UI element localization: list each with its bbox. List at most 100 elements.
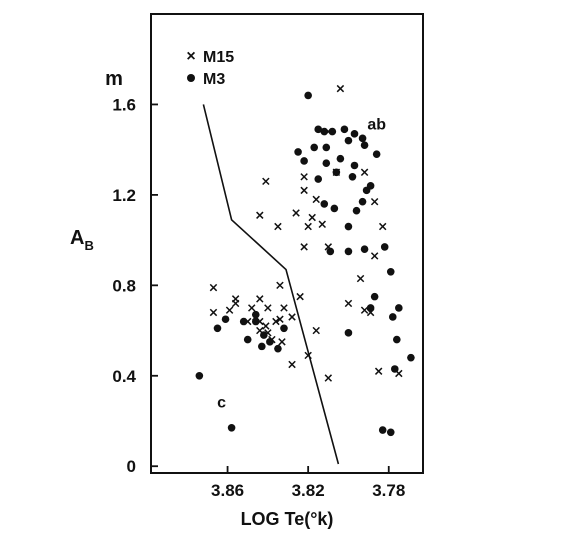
m3-point <box>344 329 353 337</box>
m3-point <box>344 222 353 231</box>
m3-point <box>294 148 302 156</box>
m15-point <box>344 299 353 308</box>
m3-point <box>314 125 323 134</box>
m15-point <box>262 322 270 330</box>
m15-point <box>288 360 296 369</box>
m3-point <box>366 304 375 312</box>
m3-point <box>239 317 248 326</box>
m3-point <box>378 426 387 434</box>
m3-point <box>322 143 331 152</box>
m15-point <box>264 304 272 312</box>
m15-point <box>292 209 300 217</box>
boundary-line <box>202 104 340 465</box>
m3-point <box>370 292 379 301</box>
m3-point <box>358 197 367 206</box>
m3-point <box>393 335 401 344</box>
m3-point <box>258 342 266 351</box>
legend-label-m3: M3 <box>203 71 225 88</box>
m15-point <box>278 338 286 346</box>
m15-point <box>225 306 234 314</box>
m3-point <box>352 206 361 215</box>
m3-point <box>260 331 268 339</box>
m3-point <box>320 200 329 208</box>
m15-point <box>318 220 326 229</box>
m3-point <box>251 310 260 319</box>
m15-point <box>276 315 284 323</box>
m15-point <box>370 252 379 260</box>
m3-point <box>274 344 282 353</box>
x-tick-label: 3.82 <box>292 481 325 500</box>
m15-point <box>272 317 280 326</box>
legend: × M15 M3 <box>186 48 234 88</box>
m3-point <box>326 247 335 256</box>
m15-point <box>248 304 256 312</box>
m3-point <box>395 304 403 312</box>
m3-point <box>266 338 274 346</box>
m3-point <box>344 136 353 145</box>
m15-point <box>262 177 270 186</box>
x-tick-label: 3.86 <box>211 481 244 500</box>
legend-marker-m3 <box>187 74 195 82</box>
m3-point <box>221 315 230 324</box>
y-axis-unit: m <box>105 68 123 90</box>
m3-point <box>350 130 359 138</box>
y-tick-label: 0.8 <box>112 276 136 295</box>
legend-marker-m15: × <box>186 48 195 65</box>
m15-point <box>304 222 312 231</box>
plot-frame <box>150 13 424 474</box>
m15-point <box>304 351 312 360</box>
m3-point <box>330 204 339 213</box>
x-tick-label: 3.78 <box>372 481 405 500</box>
m3-point <box>407 353 415 362</box>
m3-point <box>195 371 204 380</box>
annotation-ab: ab <box>367 116 386 133</box>
m3-point <box>322 159 331 168</box>
m3-point <box>227 423 236 432</box>
m15-point <box>378 222 387 231</box>
annotation-c: c <box>217 394 226 411</box>
m3-point <box>348 172 357 181</box>
m3-point <box>390 365 399 373</box>
m3-point <box>372 150 381 158</box>
m3-point <box>386 428 395 437</box>
m3-point <box>320 127 329 136</box>
m3-point <box>360 245 369 253</box>
m3-point <box>358 134 367 143</box>
m15-point <box>231 299 240 308</box>
m15-point <box>300 173 308 181</box>
m3-point <box>340 125 349 134</box>
m3-point <box>366 182 375 190</box>
m3-point <box>328 127 337 136</box>
x-axis-label: LOG Te(°k) <box>241 509 334 529</box>
m15-point <box>312 326 320 335</box>
m3-point <box>386 267 395 276</box>
m3-point <box>300 157 308 165</box>
m15-point <box>360 306 369 314</box>
m15-point <box>300 243 308 251</box>
m3-series <box>195 91 415 437</box>
m15-point <box>300 186 308 195</box>
y-tick-label: 1.6 <box>112 95 136 114</box>
m15-point <box>356 274 365 283</box>
m15-point <box>276 281 284 290</box>
m3-point <box>350 161 359 170</box>
m15-point <box>336 84 345 93</box>
legend-label-m15: M15 <box>203 49 234 66</box>
m3-point <box>213 324 222 333</box>
m15-point <box>256 211 264 219</box>
m3-point <box>304 91 312 100</box>
m3-point <box>360 141 369 149</box>
x-axis-ticks: 3.86 3.82 3.78 <box>211 466 405 500</box>
m3-point <box>388 313 397 321</box>
m3-point <box>332 168 341 177</box>
m3-point <box>344 247 353 256</box>
m3-point <box>243 335 252 344</box>
m15-point <box>360 168 369 177</box>
y-tick-label: 1.2 <box>112 186 136 205</box>
y-tick-label: 0 <box>127 457 136 476</box>
m3-point <box>251 317 260 326</box>
y-axis-ticks: 0 0.4 0.8 1.2 1.6 <box>112 95 158 476</box>
m3-point <box>310 143 319 152</box>
m15-point <box>312 195 320 204</box>
